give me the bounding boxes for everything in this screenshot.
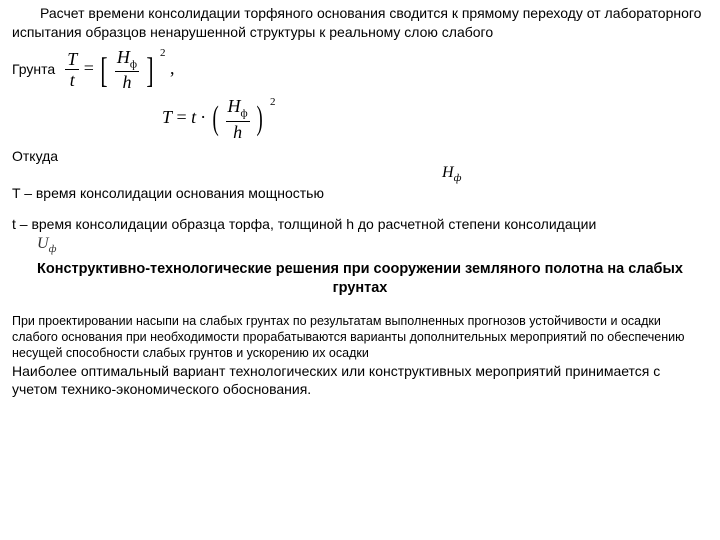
f1-exp: 2 xyxy=(160,47,166,59)
label-grunta: Грунта xyxy=(12,60,55,79)
intro-paragraph: Расчет времени консолидации торфяного ос… xyxy=(12,4,708,42)
optimal-paragraph: Наиболее оптимальный вариант технологиче… xyxy=(12,362,708,400)
line-t-block: t – время консолидации образца торфа, то… xyxy=(12,215,708,234)
line-T-block: Hф T – время консолидации основания мощн… xyxy=(12,184,708,203)
f2-rparen: ) xyxy=(257,104,263,134)
label-otkuda: Откуда xyxy=(12,147,708,166)
symbol-uphi: Uф xyxy=(37,233,56,257)
f2-rhs-den: h xyxy=(226,122,250,141)
formula2-row: T = t · ( Hф h ) 2 xyxy=(12,97,708,141)
f1-lhs-den: t xyxy=(65,70,79,89)
f2-lhs: T xyxy=(162,107,172,127)
design-paragraph: При проектировании насыпи на слабых грун… xyxy=(12,313,708,362)
line-T: T – время консолидации основания мощност… xyxy=(12,184,708,203)
f1-eq: = xyxy=(84,58,99,78)
f1-rbracket: ] xyxy=(146,52,153,88)
formula1: T t = [ Hф h ] 2 , xyxy=(65,48,174,92)
line-t: t – время консолидации образца торфа, то… xyxy=(12,215,708,234)
f2-exp: 2 xyxy=(270,96,276,108)
f1-lbracket: [ xyxy=(101,52,108,88)
f1-rhs-num: Hф xyxy=(115,48,139,73)
formula2: T = t · ( Hф h ) 2 xyxy=(162,97,275,141)
f2-eq: = xyxy=(177,107,192,127)
f2-rhs-num: Hф xyxy=(226,97,250,122)
f1-tail: , xyxy=(170,58,175,78)
symbol-hphi: Hф xyxy=(442,162,461,186)
f1-lhs-num: T xyxy=(65,50,79,70)
f2-lparen: ( xyxy=(212,104,218,134)
f1-rhs-den: h xyxy=(115,72,139,91)
formula1-row: Грунта T t = [ Hф h ] 2 , xyxy=(12,48,708,92)
f2-mid: t · xyxy=(191,107,210,127)
section-heading: Конструктивно-технологические решения пр… xyxy=(12,260,708,299)
